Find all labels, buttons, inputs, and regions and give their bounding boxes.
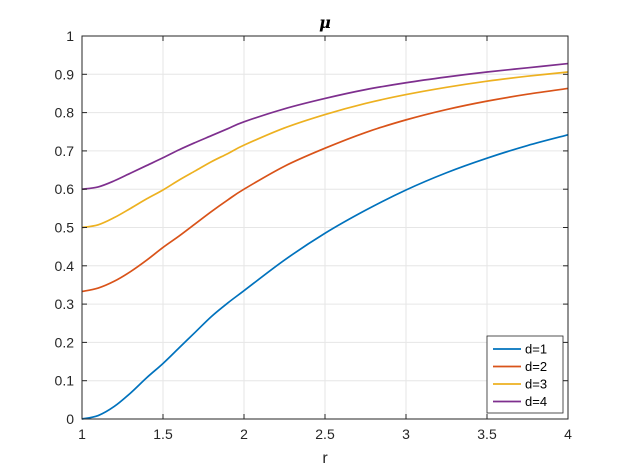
y-tick-label: 1 bbox=[66, 28, 74, 44]
x-tick-labels: 1 1.5 2 2.5 3 3.5 4 bbox=[78, 426, 572, 442]
chart-title: μ bbox=[319, 13, 331, 32]
legend-entry-label: d=4 bbox=[525, 394, 547, 409]
series-line-d-2 bbox=[81, 87, 569, 293]
series-line-d-4 bbox=[81, 62, 569, 191]
legend-entry-label: d=3 bbox=[525, 377, 547, 392]
axis-ticks bbox=[81, 35, 569, 420]
x-tick-label: 4 bbox=[564, 426, 572, 442]
legend: d=1 d=2 d=3 d=4 bbox=[486, 335, 564, 414]
x-tick-label: 3 bbox=[402, 426, 410, 442]
legend-entry-label: d=2 bbox=[525, 359, 547, 374]
x-tick-label: 2.5 bbox=[315, 426, 335, 442]
y-tick-label: 0.7 bbox=[55, 143, 75, 159]
y-tick-label: 0.8 bbox=[55, 105, 75, 121]
x-tick-label: 1 bbox=[78, 426, 86, 442]
y-tick-label: 0.4 bbox=[55, 258, 75, 274]
y-tick-label: 0.1 bbox=[55, 373, 75, 389]
series-line-d-3 bbox=[81, 71, 569, 229]
y-tick-label: 0.3 bbox=[55, 296, 75, 312]
x-tick-label: 2 bbox=[240, 426, 248, 442]
x-tick-label: 3.5 bbox=[477, 426, 497, 442]
y-tick-label: 0.6 bbox=[55, 181, 75, 197]
x-axis-label: r bbox=[322, 450, 328, 467]
y-tick-label: 0.2 bbox=[55, 334, 75, 350]
series-line-d-1 bbox=[81, 133, 569, 420]
legend-entry-label: d=1 bbox=[525, 342, 547, 357]
y-tick-labels: 0 0.1 0.2 0.3 0.4 0.5 0.6 0.7 0.8 0.9 1 bbox=[55, 28, 75, 427]
series-lines bbox=[81, 62, 569, 420]
y-tick-label: 0 bbox=[66, 411, 74, 427]
y-tick-label: 0.5 bbox=[55, 220, 75, 236]
y-tick-label: 0.9 bbox=[55, 66, 75, 82]
x-tick-label: 1.5 bbox=[153, 426, 173, 442]
